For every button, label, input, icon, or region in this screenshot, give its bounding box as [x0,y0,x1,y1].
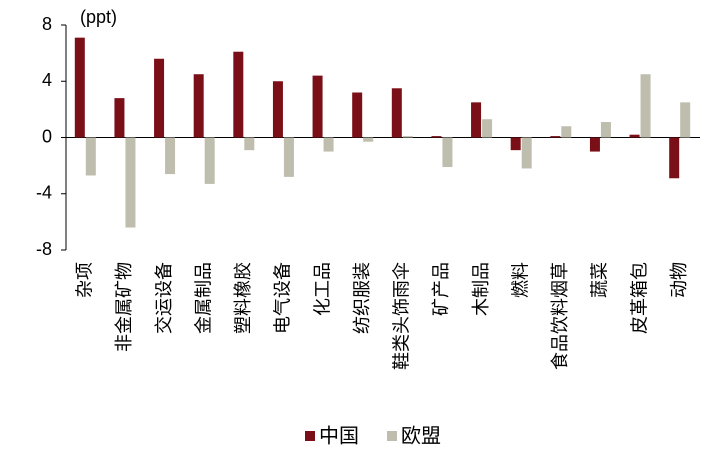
x-tick-label: 非金属矿物 [114,262,134,352]
x-tick-label: 矿产品 [431,262,451,316]
x-tick-label: 杂项 [75,262,95,298]
y-tick-label: 8 [42,14,52,34]
bar [312,75,323,138]
bar [402,136,413,138]
bar [629,134,640,138]
bar [561,126,572,138]
x-tick-label: 金属制品 [193,262,213,334]
x-tick-label: 电气设备 [273,262,293,334]
bar [352,92,363,138]
bar [521,137,532,169]
legend-label: 中国 [319,424,359,447]
x-tick-label: 交运设备 [154,262,174,334]
x-tick-label: 皮革箱包 [629,262,649,334]
bar [283,137,294,177]
legend-swatch [387,431,397,441]
bar [600,122,611,138]
bar [431,136,442,138]
bar [391,88,402,138]
legend-label: 欧盟 [401,424,441,447]
x-tick-label: 塑料橡胶 [233,262,253,334]
bar [165,137,176,175]
bar [244,137,255,151]
bar [323,137,334,152]
bar [589,137,600,152]
x-tick-label: 动物 [669,262,689,298]
bar [680,102,691,138]
bar [114,98,125,138]
y-tick-label: -4 [36,183,52,203]
x-tick-label: 食品饮料烟草 [550,262,570,370]
bar [669,137,680,179]
x-tick-label: 纺织服装 [352,262,372,334]
y-tick-label: 4 [42,70,52,90]
bar [510,137,521,151]
y-axis-label: (ppt) [80,7,117,27]
legend-swatch [305,431,315,441]
x-tick-label: 蔬菜 [590,262,610,298]
bar [482,119,493,138]
x-tick-label: 鞋类头饰雨伞 [392,262,412,370]
y-tick-label: 0 [42,126,52,146]
y-tick-label: -8 [36,239,52,259]
bar [442,137,453,168]
bar [193,74,204,138]
bar [204,137,215,184]
bar [550,136,561,138]
x-tick-label: 燃料 [510,262,530,298]
bar [85,137,96,176]
bar [272,81,283,138]
bar [74,37,85,138]
x-tick-label: 化工品 [312,262,332,316]
bar [125,137,136,228]
bar [640,74,651,138]
bar [471,102,482,138]
bar [233,51,244,138]
x-tick-label: 木制品 [471,262,491,316]
bar [154,58,165,138]
bar [363,137,374,142]
